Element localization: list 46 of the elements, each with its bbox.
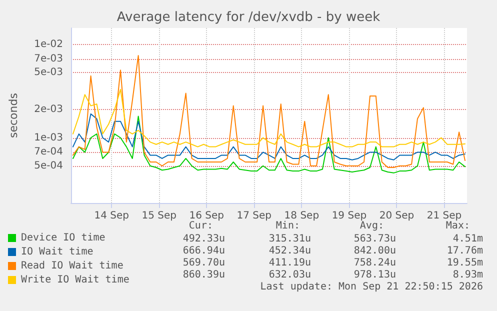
text: 666.94u — [182, 246, 225, 256]
text: Cur: — [188, 220, 213, 232]
legend-label: Device IO time — [21, 232, 106, 244]
text: Max: — [446, 220, 470, 232]
x-tick-label: 18 Sep — [284, 210, 320, 222]
legend-label: Write IO Wait time — [21, 274, 130, 286]
line-series — [72, 116, 466, 174]
line-series — [72, 55, 466, 168]
chart-title: Average latency for /dev/xvdb - by week — [116, 10, 381, 25]
text: 4.51m — [452, 234, 483, 244]
y-tick-label: 7e-04 — [34, 146, 63, 158]
text: 978.13u — [354, 270, 396, 280]
legend-label: IO Wait time — [21, 246, 94, 258]
x-tick-label: 15 Sep — [142, 210, 176, 222]
y-tick-label: 2e-03 — [34, 104, 63, 116]
text: Min: — [276, 220, 300, 232]
text: 492.33u — [182, 234, 225, 244]
text: 315.31u — [268, 234, 311, 244]
text: 452.34u — [268, 246, 311, 256]
y-axis-title: seconds — [7, 92, 20, 138]
text: 19.55m — [446, 258, 483, 268]
y-tick-label: 1e-03 — [34, 132, 63, 144]
text: 569.70u — [182, 258, 225, 268]
x-tick-label: 19 Sep — [332, 210, 367, 222]
line-series — [72, 113, 466, 160]
legend-label: Read IO Wait time — [21, 260, 124, 272]
text: 842.00u — [354, 246, 396, 256]
text: 860.39u — [182, 270, 225, 280]
text: 8.93m — [452, 270, 483, 280]
text: 411.19u — [268, 258, 311, 268]
x-tick-label: 14 Sep — [94, 210, 129, 222]
x-tick-label: 17 Sep — [236, 210, 272, 222]
y-tick-label: 5e-04 — [34, 160, 63, 172]
y-tick-label: 7e-03 — [34, 53, 63, 64]
y-tick-label: 5e-03 — [34, 67, 63, 78]
text: Avg: — [360, 220, 384, 232]
y-tick-label: 1e-02 — [34, 38, 63, 50]
text: Last update: Mon Sep 21 22:50:15 2026 — [260, 282, 483, 292]
text: 758.24u — [354, 258, 396, 268]
text: 563.73u — [354, 234, 396, 244]
text: 632.03u — [268, 270, 311, 280]
text: 17.76m — [446, 246, 483, 256]
x-tick-label: 21 Sep — [426, 210, 462, 222]
line-series — [72, 88, 466, 148]
x-tick-label: 20 Sep — [379, 210, 414, 222]
x-tick-label: 16 Sep — [189, 210, 224, 222]
